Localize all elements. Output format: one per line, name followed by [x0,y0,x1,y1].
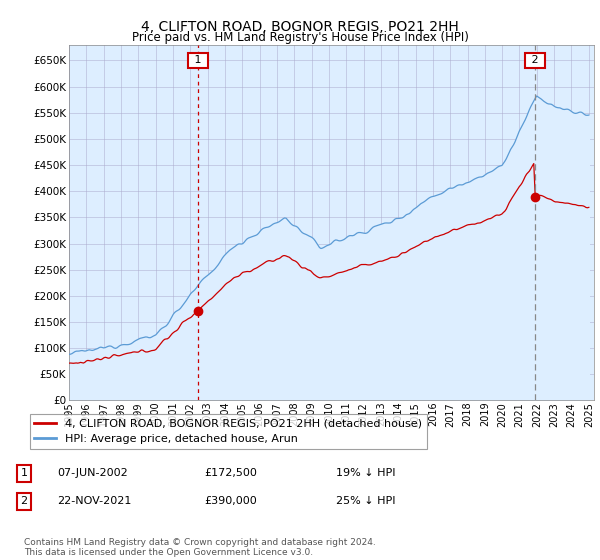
Text: 25% ↓ HPI: 25% ↓ HPI [336,496,395,506]
Text: 22-NOV-2021: 22-NOV-2021 [57,496,131,506]
Text: 2: 2 [20,496,28,506]
Text: 2: 2 [528,55,542,66]
Text: 4, CLIFTON ROAD, BOGNOR REGIS, PO21 2HH: 4, CLIFTON ROAD, BOGNOR REGIS, PO21 2HH [141,20,459,34]
Text: Contains HM Land Registry data © Crown copyright and database right 2024.
This d: Contains HM Land Registry data © Crown c… [24,538,376,557]
Text: £172,500: £172,500 [204,468,257,478]
Text: Price paid vs. HM Land Registry's House Price Index (HPI): Price paid vs. HM Land Registry's House … [131,31,469,44]
Text: 1: 1 [20,468,28,478]
Text: £390,000: £390,000 [204,496,257,506]
Legend: 4, CLIFTON ROAD, BOGNOR REGIS, PO21 2HH (detached house), HPI: Average price, de: 4, CLIFTON ROAD, BOGNOR REGIS, PO21 2HH … [29,414,427,449]
Text: 07-JUN-2002: 07-JUN-2002 [57,468,128,478]
Text: 19% ↓ HPI: 19% ↓ HPI [336,468,395,478]
Text: 1: 1 [191,55,205,66]
